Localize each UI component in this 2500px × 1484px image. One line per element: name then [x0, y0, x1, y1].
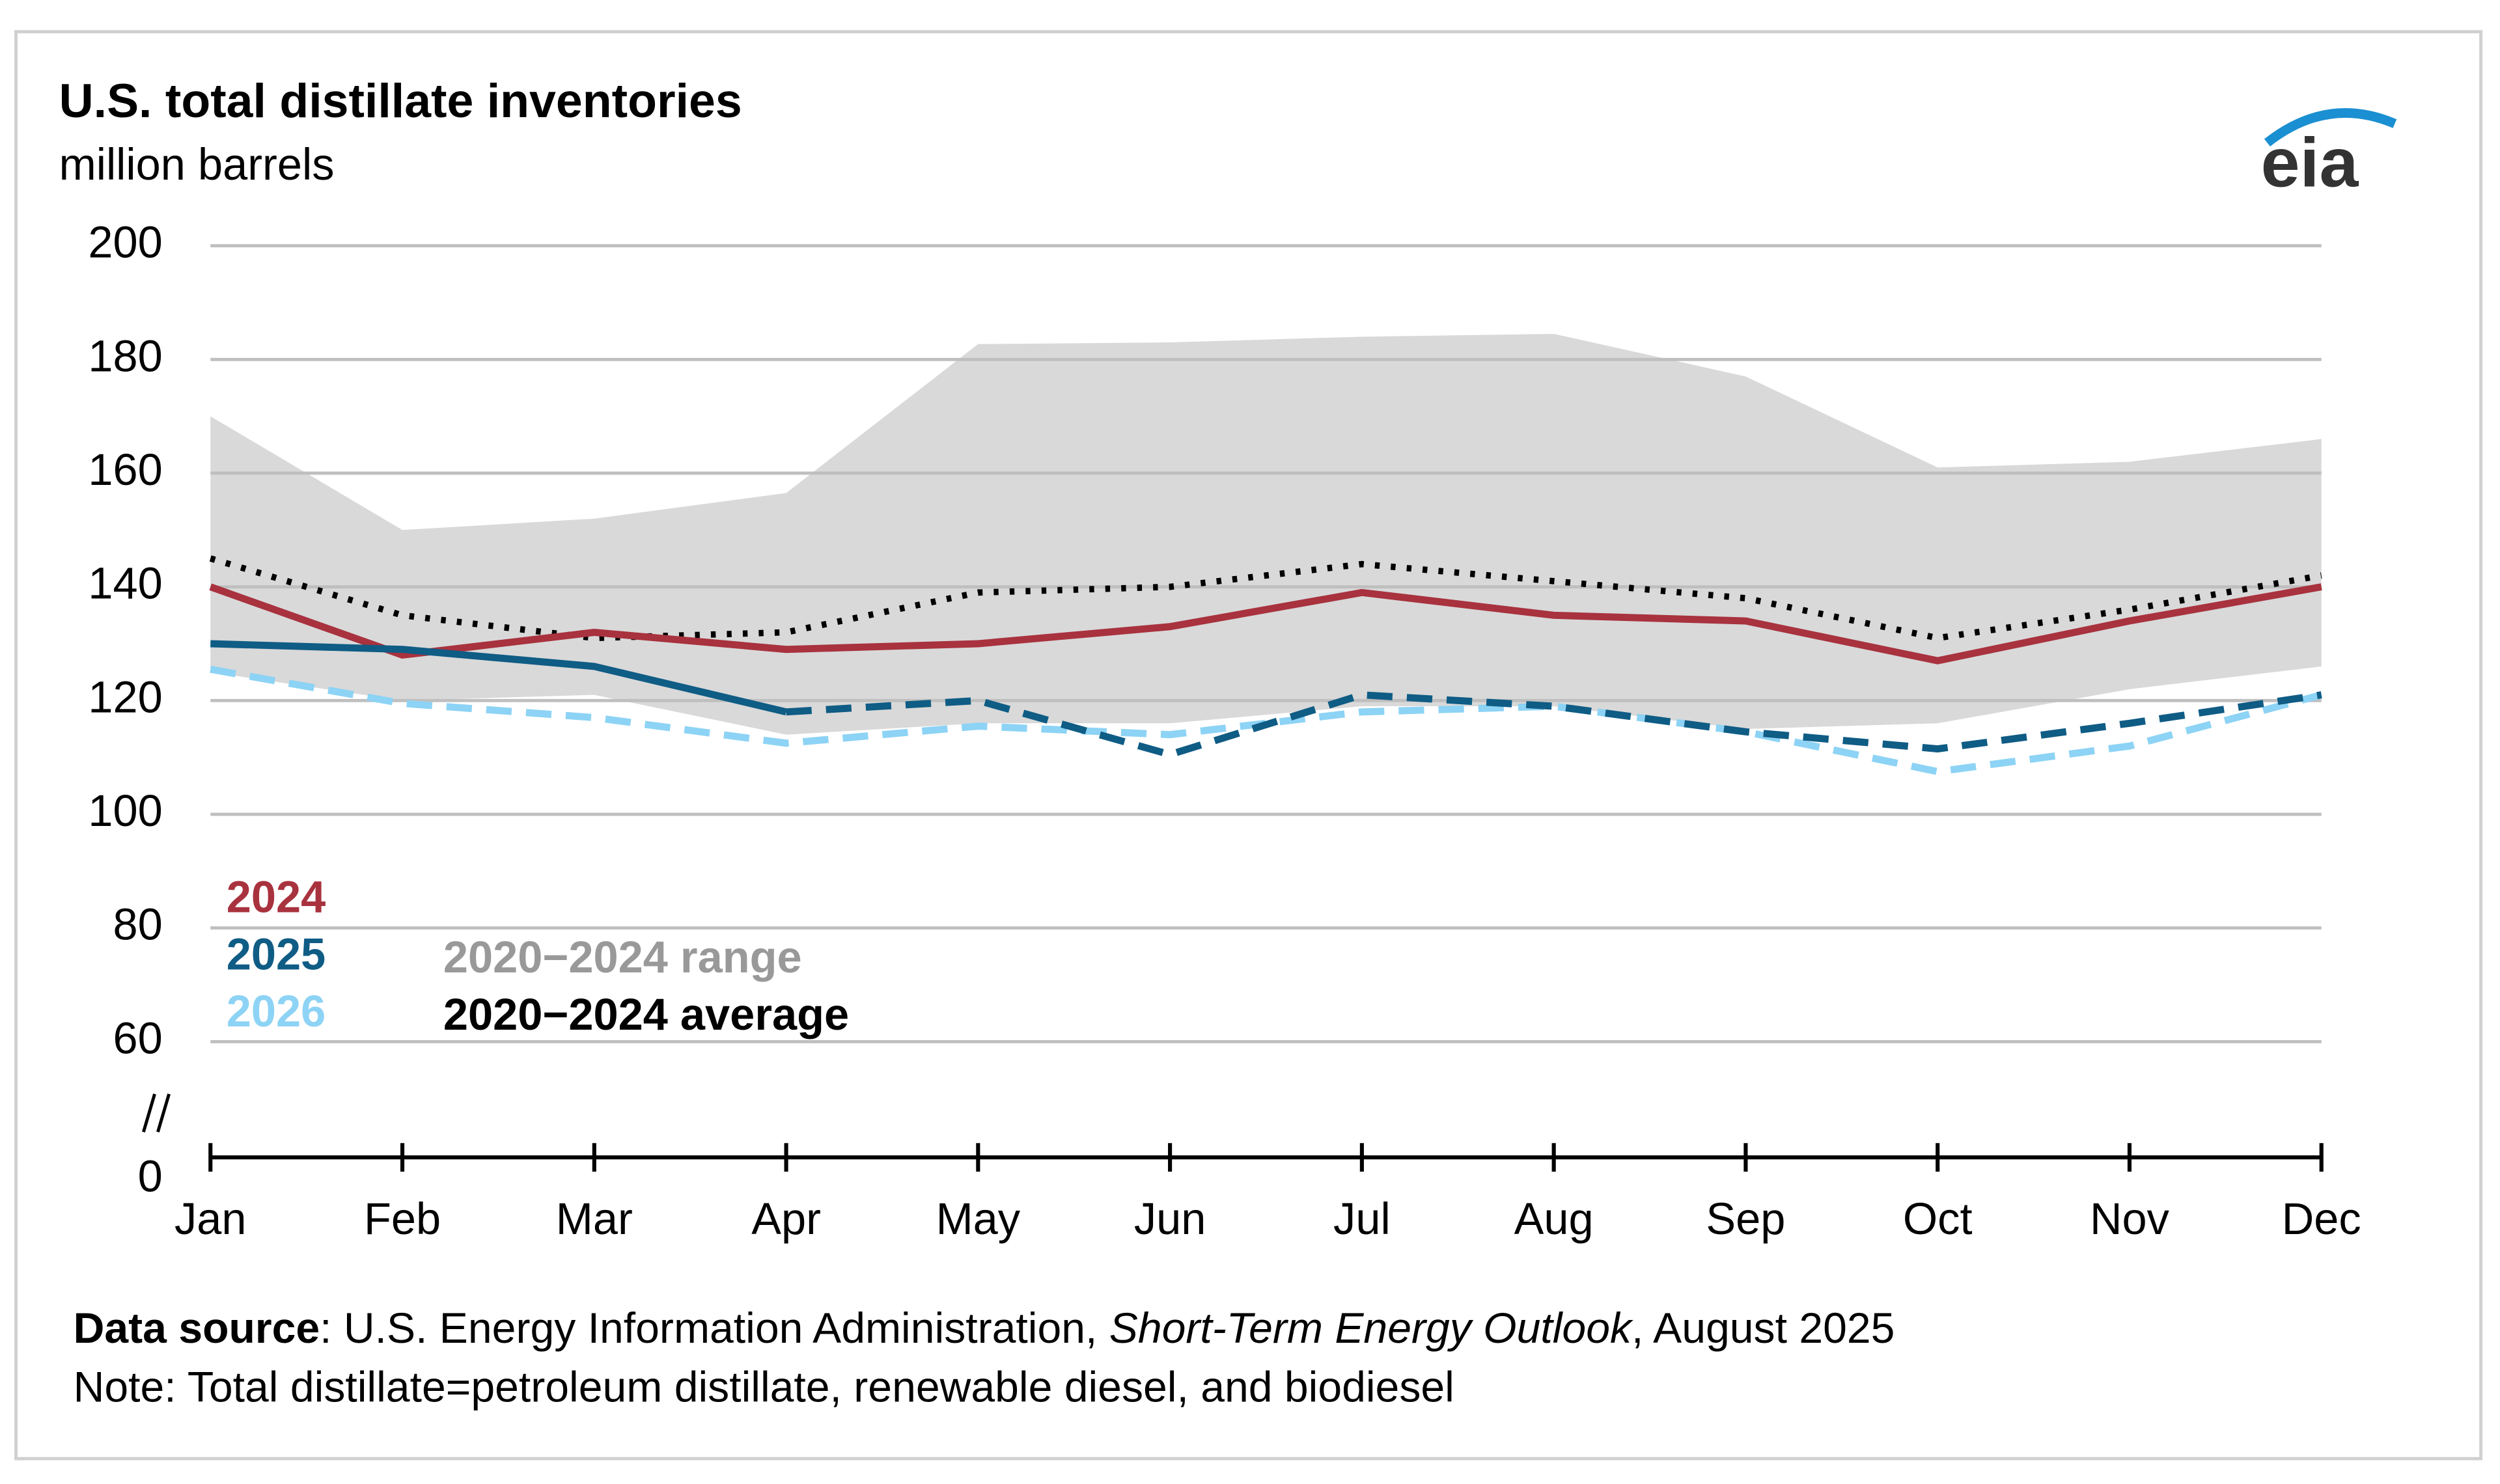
x-tick-label: Aug: [1514, 1194, 1594, 1244]
y-tick-label: 80: [113, 900, 163, 950]
x-tick-label: Feb: [364, 1194, 441, 1244]
x-tick-label: Nov: [2090, 1194, 2169, 1244]
axis-break: [142, 1093, 171, 1133]
x-tick-label: Jul: [1333, 1194, 1391, 1244]
x-tick-label: May: [936, 1194, 1021, 1244]
legend-label: 2024: [227, 873, 326, 922]
y-tick-label: 60: [113, 1014, 163, 1064]
logo-swoosh: [2264, 108, 2397, 146]
x-tick-label: Sep: [1706, 1194, 1785, 1244]
y-tick-label: 140: [88, 559, 162, 609]
series-line: [209, 583, 2322, 665]
source-text: : U.S. Energy Information Administration…: [320, 1304, 1109, 1353]
series-line: [210, 640, 787, 716]
series-line: [786, 691, 2322, 759]
x-tick-label: Oct: [1903, 1194, 1973, 1244]
frame: [14, 30, 2483, 1461]
y-tick-label: 180: [88, 331, 162, 381]
legend-label: 2026: [227, 987, 326, 1036]
legend-label: 2020−2024 average: [443, 990, 849, 1039]
source-italic: Short-Term Energy Outlook: [1109, 1304, 1633, 1353]
y-tick-label: 120: [88, 672, 162, 722]
x-tick-label: Mar: [556, 1194, 633, 1244]
source-label: Data source: [74, 1304, 320, 1353]
series-line: [209, 555, 2322, 642]
x-tick-label: Apr: [751, 1194, 821, 1244]
x-tick-label: Jun: [1134, 1194, 1206, 1244]
chart-subtitle: million barrels: [59, 140, 335, 189]
source-end: , August 2025: [1632, 1304, 1895, 1353]
y-tick-label: 200: [88, 218, 162, 268]
y-tick-label: 0: [138, 1151, 163, 1201]
legend-label: 2025: [227, 929, 326, 979]
y-tick-label: 100: [88, 786, 162, 836]
logo: eia: [2261, 124, 2359, 202]
y-tick-label: 160: [88, 445, 162, 495]
legend-range: 2020−2024 range: [443, 933, 802, 982]
x-tick-label: Jan: [174, 1194, 247, 1244]
series-line: [210, 665, 2323, 776]
plot: 0 60 80 100 120 140 160 180 200 Jan Feb Mar Apr May Ju…: [88, 218, 2361, 1244]
chart-title: U.S. total distillate inventories: [59, 74, 742, 128]
x-tick-label: Dec: [2282, 1194, 2361, 1244]
source: Data source: U.S. Energy Information Adm…: [74, 1304, 1895, 1353]
note: Note: Total distillate=petroleum distill…: [74, 1363, 1454, 1411]
